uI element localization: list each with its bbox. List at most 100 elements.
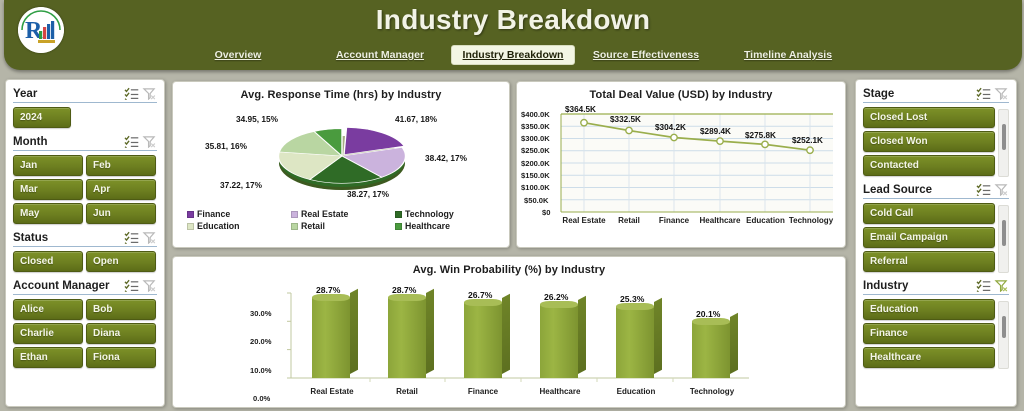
left-filter-panel: Year 2024 Month xyxy=(5,79,165,407)
slicer-month-header: Month xyxy=(13,135,157,151)
slicer-status: Status Closed Open xyxy=(6,231,164,272)
bar-retail[interactable] xyxy=(388,288,434,378)
clear-filter-icon[interactable] xyxy=(142,135,157,148)
chip-month-jun[interactable]: Jun xyxy=(86,203,156,224)
bar-ytick-0: 0.0% xyxy=(253,394,271,403)
stage-scrollbar-thumb[interactable] xyxy=(1002,124,1006,150)
line-ytick-0: $0 xyxy=(542,208,551,217)
industry-scrollbar-thumb[interactable] xyxy=(1002,316,1006,338)
lead-source-scrollbar[interactable] xyxy=(998,205,1009,273)
chip-lead-source-cold-call[interactable]: Cold Call xyxy=(863,203,995,224)
slicer-industry-header: Industry xyxy=(863,279,1009,295)
clear-filter-icon[interactable] xyxy=(994,279,1009,292)
pie-chart-card: Avg. Response Time (hrs) by Industry xyxy=(172,81,510,248)
slicer-account-manager-items: Alice Bob Charlie Diana Ethan Fiona xyxy=(13,299,157,368)
pie-chart-plot: 41.67, 18% 38.42, 17% 38.27, 17% 37.22, … xyxy=(173,101,509,213)
legend-label-finance: Finance xyxy=(197,209,231,219)
line-ytick-250k: $250.0K xyxy=(521,146,550,155)
multi-select-icon[interactable] xyxy=(124,87,139,100)
legend-label-technology: Technology xyxy=(405,209,454,219)
chip-am-bob[interactable]: Bob xyxy=(86,299,156,320)
chip-month-apr[interactable]: Apr xyxy=(86,179,156,200)
legend-swatch-real-estate xyxy=(291,210,298,218)
bar-ytick-10: 10.0% xyxy=(250,366,272,375)
bar-xtick-real-estate: Real Estate xyxy=(310,387,354,396)
bar-healthcare[interactable] xyxy=(540,295,586,378)
line-chart-plot: $400.0K $350.0K $300.0K $250.0K $200.0K … xyxy=(517,104,847,247)
line-xtick-retail: Retail xyxy=(618,216,640,225)
chip-month-jan[interactable]: Jan xyxy=(13,155,83,176)
multi-select-icon[interactable] xyxy=(124,279,139,292)
chip-lead-source-referral[interactable]: Referral xyxy=(863,251,995,272)
multi-select-icon[interactable] xyxy=(124,135,139,148)
slicer-lead-source-items: Cold Call Email Campaign Referral xyxy=(863,203,995,272)
line-xtick-technology: Technology xyxy=(788,216,834,225)
chip-month-feb[interactable]: Feb xyxy=(86,155,156,176)
bar-education[interactable] xyxy=(616,297,662,378)
pie-label-finance: 41.67, 18% xyxy=(395,114,437,124)
bar-value-finance: 26.7% xyxy=(468,290,493,300)
bar-technology[interactable] xyxy=(692,312,738,378)
multi-select-icon[interactable] xyxy=(976,279,991,292)
bar-chart-plot: 30.0% 20.0% 10.0% 0.0% xyxy=(173,277,847,407)
chip-am-diana[interactable]: Diana xyxy=(86,323,156,344)
chip-stage-closed-lost[interactable]: Closed Lost xyxy=(863,107,995,128)
clear-filter-icon[interactable] xyxy=(142,231,157,244)
chip-month-may[interactable]: May xyxy=(13,203,83,224)
slicer-status-items: Closed Open xyxy=(13,251,157,272)
legend-swatch-education xyxy=(187,222,194,230)
tab-overview[interactable]: Overview xyxy=(214,49,262,61)
chip-status-closed[interactable]: Closed xyxy=(13,251,83,272)
stage-scrollbar[interactable] xyxy=(998,109,1009,177)
chip-stage-contacted[interactable]: Contacted xyxy=(863,155,995,176)
chip-industry-healthcare[interactable]: Healthcare xyxy=(863,347,995,368)
bar-value-real-estate: 28.7% xyxy=(316,285,341,295)
slicer-month-items: Jan Feb Mar Apr May Jun xyxy=(13,155,157,224)
clear-filter-icon[interactable] xyxy=(142,87,157,100)
slicer-stage: Stage Closed Lost Closed Won xyxy=(856,87,1016,177)
chip-am-charlie[interactable]: Charlie xyxy=(13,323,83,344)
slicer-month-title: Month xyxy=(13,135,48,148)
line-chart-card: Total Deal Value (USD) by Industry xyxy=(516,81,846,248)
slicer-account-manager-title: Account Manager xyxy=(13,279,110,292)
bar-value-education: 25.3% xyxy=(620,294,645,304)
chip-industry-education[interactable]: Education xyxy=(863,299,995,320)
multi-select-icon[interactable] xyxy=(976,87,991,100)
line-chart-svg xyxy=(560,113,833,213)
chip-industry-finance[interactable]: Finance xyxy=(863,323,995,344)
chip-lead-source-email-campaign[interactable]: Email Campaign xyxy=(863,227,995,248)
line-ytick-300k: $300.0K xyxy=(521,134,550,143)
chip-month-mar[interactable]: Mar xyxy=(13,179,83,200)
chip-am-alice[interactable]: Alice xyxy=(13,299,83,320)
line-value-retail: $332.5K xyxy=(610,115,641,124)
slicer-industry: Industry Education Finance xyxy=(856,279,1016,369)
tab-account-manager[interactable]: Account Manager xyxy=(335,49,425,61)
multi-select-icon[interactable] xyxy=(124,231,139,244)
chip-stage-closed-won[interactable]: Closed Won xyxy=(863,131,995,152)
tab-source-effectiveness[interactable]: Source Effectiveness xyxy=(592,49,700,61)
clear-filter-icon[interactable] xyxy=(994,183,1009,196)
clear-filter-icon[interactable] xyxy=(994,87,1009,100)
tab-industry-breakdown[interactable]: Industry Breakdown xyxy=(451,45,575,65)
lead-source-scrollbar-thumb[interactable] xyxy=(1002,220,1006,246)
bar-finance[interactable] xyxy=(464,293,510,378)
multi-select-icon[interactable] xyxy=(976,183,991,196)
pie-chart-legend: Finance Real Estate Technology Education… xyxy=(173,209,509,231)
industry-scrollbar[interactable] xyxy=(998,301,1009,369)
legend-label-retail: Retail xyxy=(301,221,325,231)
slicer-industry-scroll-area: Education Finance Healthcare xyxy=(863,299,1009,369)
line-xtick-finance: Finance xyxy=(658,216,690,225)
slicer-industry-items: Education Finance Healthcare xyxy=(863,299,995,368)
legend-item-retail: Retail xyxy=(291,221,391,231)
chip-am-fiona[interactable]: Fiona xyxy=(86,347,156,368)
line-ytick-200k: $200.0K xyxy=(521,159,550,168)
clear-filter-icon[interactable] xyxy=(142,279,157,292)
tab-timeline-analysis[interactable]: Timeline Analysis xyxy=(743,49,833,61)
bar-real-estate[interactable] xyxy=(312,288,358,378)
chip-year-2024[interactable]: 2024 xyxy=(13,107,71,128)
chip-am-ethan[interactable]: Ethan xyxy=(13,347,83,368)
chip-status-open[interactable]: Open xyxy=(86,251,156,272)
slicer-year-header: Year xyxy=(13,87,157,103)
bar-value-retail: 28.7% xyxy=(392,285,417,295)
